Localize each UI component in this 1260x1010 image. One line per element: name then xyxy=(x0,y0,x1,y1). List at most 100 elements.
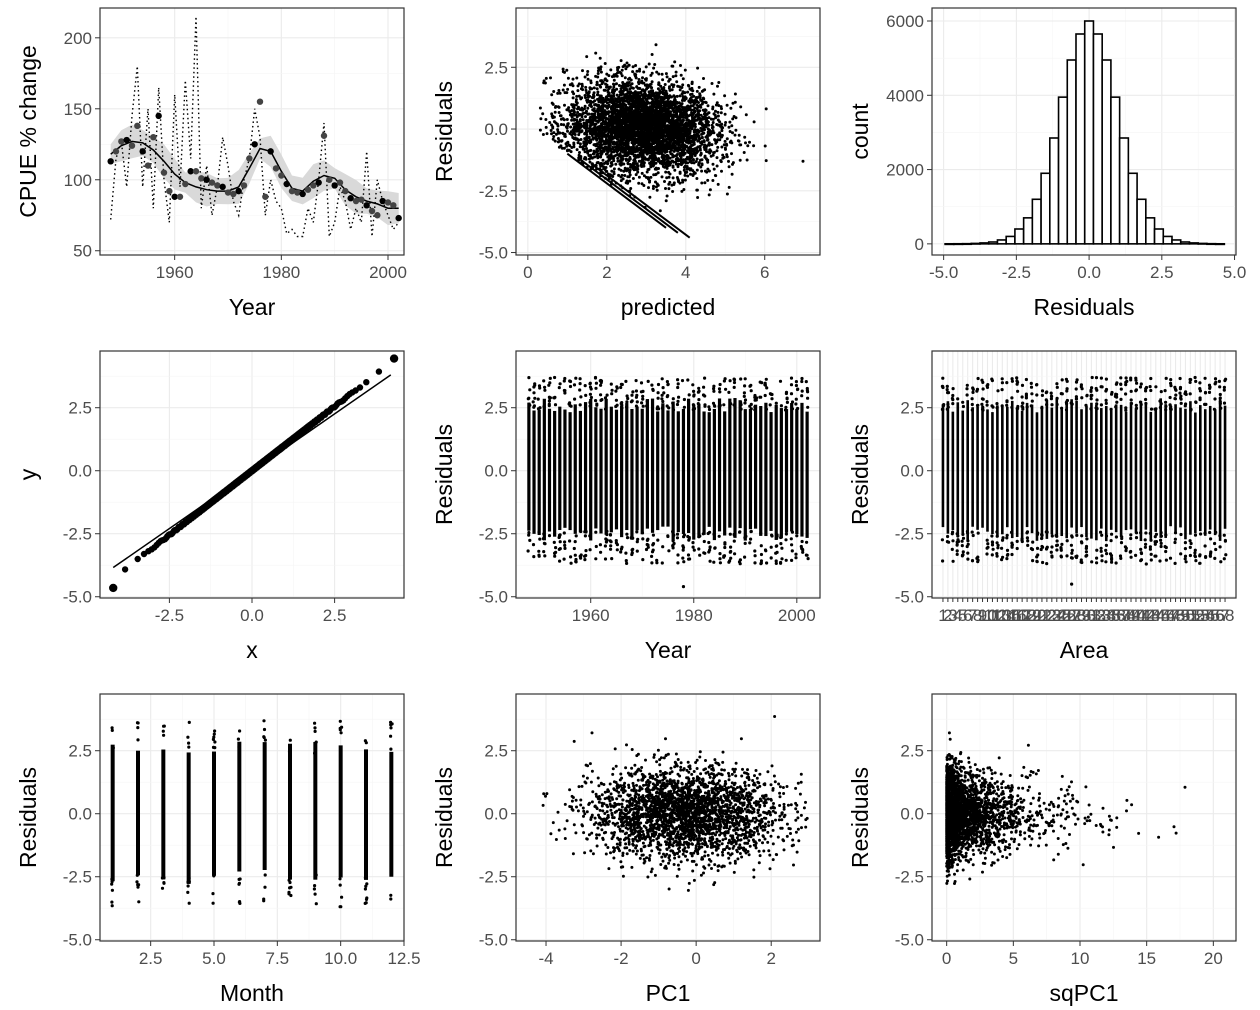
index-point xyxy=(224,189,232,196)
area-tick-label: 4 xyxy=(953,606,962,625)
index-point xyxy=(256,98,264,105)
area-tick-label: 28 xyxy=(1067,606,1086,625)
plot-area xyxy=(107,16,402,238)
area-strip xyxy=(951,411,955,531)
x-tick-label: 1960 xyxy=(572,606,610,625)
x-tick-label: 5 xyxy=(1009,949,1018,968)
index-point xyxy=(144,162,152,169)
x-tick-label: 12.5 xyxy=(387,949,420,968)
index-point xyxy=(379,197,386,205)
area-tick-label: 19 xyxy=(1023,606,1042,625)
year-strip xyxy=(537,409,541,536)
x-tick-label: -2.5 xyxy=(155,606,184,625)
qq-point-extreme xyxy=(389,354,399,363)
index-point xyxy=(160,169,168,176)
histogram-bar xyxy=(1066,59,1077,245)
index-point xyxy=(155,112,162,120)
year-strip xyxy=(568,412,572,531)
area-outlier xyxy=(1070,582,1074,586)
index-point xyxy=(315,179,322,186)
area-tick-label: 9 xyxy=(978,606,987,625)
year-strip xyxy=(573,404,577,534)
year-strip xyxy=(759,406,763,536)
month-strip xyxy=(288,743,292,880)
x-tick-label: 2 xyxy=(766,949,775,968)
area-strip xyxy=(1109,408,1113,530)
plot-area xyxy=(538,43,805,239)
y-axis-title: Residuals xyxy=(431,767,457,868)
area-tick-label: 21 xyxy=(1032,606,1051,625)
y-tick-label: 0.0 xyxy=(484,120,508,139)
y-tick-label: -5.0 xyxy=(895,931,924,950)
index-point xyxy=(198,175,205,182)
histogram-bar xyxy=(1057,96,1069,245)
area-strip xyxy=(1030,404,1034,534)
index-point xyxy=(331,182,338,189)
area-strip xyxy=(1060,409,1064,537)
year-strip xyxy=(697,403,701,538)
area-tick-label: 39 xyxy=(1122,606,1141,625)
smoother-line xyxy=(110,140,399,209)
y-tick-label: 0.0 xyxy=(68,462,92,481)
month-strip xyxy=(262,742,267,870)
histogram-bar xyxy=(1101,59,1112,245)
y-tick-label: 2.5 xyxy=(68,399,92,418)
histogram-bar xyxy=(1214,242,1226,246)
area-tick-label: 52 xyxy=(1186,606,1205,625)
area-strip xyxy=(1010,400,1014,539)
year-strip xyxy=(599,408,603,534)
area-strip xyxy=(961,410,965,534)
area-tick-label: 17 xyxy=(1013,606,1032,625)
area-tick-label: 27 xyxy=(1062,606,1081,625)
area-tick-label: 55 xyxy=(1201,606,1220,625)
year-strip xyxy=(723,411,727,536)
year-strip xyxy=(640,408,644,535)
index-point xyxy=(368,207,376,215)
y-tick-label: 2.5 xyxy=(900,742,924,761)
year-strip xyxy=(594,407,598,529)
panel-resid_pred: 0 2 4 6 -5.0 -2.5 0.0 2.5 predicted Residuals xyxy=(431,7,821,320)
area-strip xyxy=(981,408,984,528)
x-axis-title: Residuals xyxy=(1034,294,1135,320)
area-strip xyxy=(1184,408,1187,540)
area-tick-label: 41 xyxy=(1131,606,1150,625)
area-strip xyxy=(1203,409,1207,536)
area-strip xyxy=(986,409,989,532)
histogram-bar xyxy=(1179,241,1191,245)
index-point xyxy=(342,187,349,195)
area-strip xyxy=(941,404,945,528)
year-strip xyxy=(666,410,670,527)
area-strip xyxy=(1144,404,1148,530)
y-tick-label: 4000 xyxy=(886,86,924,105)
area-tick-label: 15 xyxy=(1003,606,1022,625)
area-tick-label: 46 xyxy=(1156,606,1175,625)
plot-area xyxy=(541,715,809,892)
panel-border xyxy=(931,7,1237,256)
index-point xyxy=(246,155,253,162)
index-point xyxy=(352,197,360,205)
censored-edge xyxy=(566,152,667,229)
y-tick-label: 0.0 xyxy=(484,805,508,824)
area-strip xyxy=(1164,404,1167,538)
area-strip xyxy=(1035,412,1039,541)
month-outliers xyxy=(110,719,394,909)
index-point xyxy=(374,212,381,219)
panel-resid_year: 1960 1980 2000 -5.0 -2.5 0.0 2.5 Year Residuals xyxy=(431,350,821,663)
year-strip xyxy=(527,402,531,531)
histogram-bar xyxy=(1031,198,1042,245)
histogram-bar xyxy=(1049,137,1060,245)
index-point xyxy=(123,136,130,144)
year-strip xyxy=(625,403,629,531)
y-axis-title: Residuals xyxy=(847,767,873,868)
index-point xyxy=(235,187,242,195)
x-axis-title: Month xyxy=(220,980,284,1006)
histogram-bar xyxy=(1145,217,1156,245)
histogram-bar xyxy=(1075,33,1086,245)
histogram-bar xyxy=(1188,242,1199,245)
area-strip xyxy=(1199,405,1202,532)
area-tick-label: 13 xyxy=(993,606,1012,625)
x-axis-title: Area xyxy=(1060,637,1109,663)
index-point xyxy=(262,193,269,200)
year-strip xyxy=(712,408,716,541)
area-tick-label: 53 xyxy=(1191,606,1210,625)
